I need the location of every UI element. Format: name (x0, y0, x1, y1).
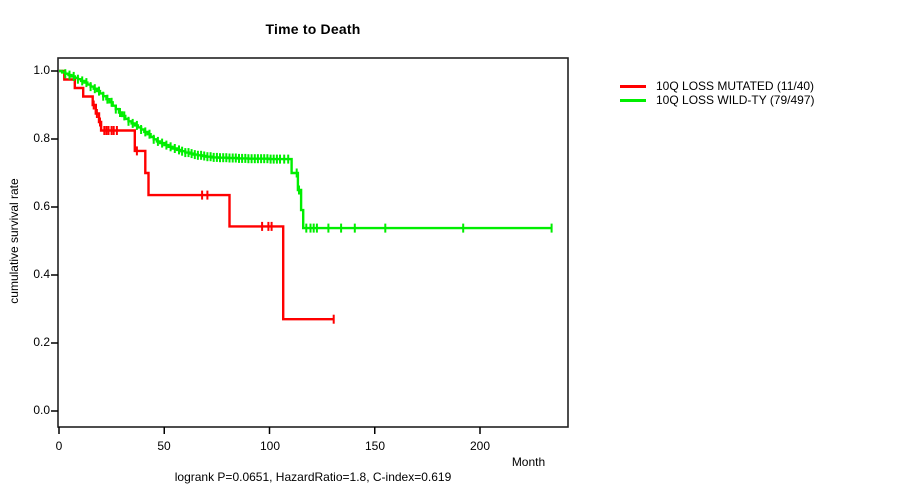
x-axis-title: Month (511, 455, 546, 469)
legend-item-wildtype: 10Q LOSS WILD-TY (79/497) (620, 93, 815, 107)
legend-label-mutated: 10Q LOSS MUTATED (11/40) (656, 79, 815, 93)
plot-border (57, 57, 569, 428)
x-tick-label: 50 (157, 439, 171, 453)
survival-curve-mutated (59, 69, 334, 321)
x-tick-label: 150 (364, 439, 386, 453)
x-tick-label: 0 (55, 439, 63, 453)
y-tick-label: 0.8 (33, 131, 50, 145)
y-tick-label: 1.0 (33, 63, 50, 77)
y-tick-label: 0.0 (33, 403, 50, 417)
chart-title: Time to Death (265, 21, 361, 37)
x-tick-label: 100 (259, 439, 281, 453)
legend-label-wildtype: 10Q LOSS WILD-TY (79/497) (656, 93, 815, 107)
censor-marks-wildtype (64, 69, 553, 233)
survival-curve-wildtype (59, 69, 552, 230)
logrank-stats-caption: logrank P=0.0651, HazardRatio=1.8, C-ind… (174, 470, 452, 484)
y-axis-title: cumulative survival rate (7, 178, 21, 304)
y-tick-label: 0.4 (33, 267, 50, 281)
legend-line-swatch-green (620, 98, 646, 102)
legend-line-swatch-red (620, 84, 646, 88)
legend: 10Q LOSS MUTATED (11/40) 10Q LOSS WILD-T… (620, 79, 815, 107)
y-tick-label: 0.6 (33, 199, 50, 213)
y-tick-label: 0.2 (33, 335, 50, 349)
x-axis-tick-marks (58, 427, 481, 434)
y-axis-tick-marks (51, 70, 58, 412)
legend-item-mutated: 10Q LOSS MUTATED (11/40) (620, 79, 815, 93)
x-tick-label: 200 (469, 439, 491, 453)
censor-marks-mutated (92, 100, 335, 324)
